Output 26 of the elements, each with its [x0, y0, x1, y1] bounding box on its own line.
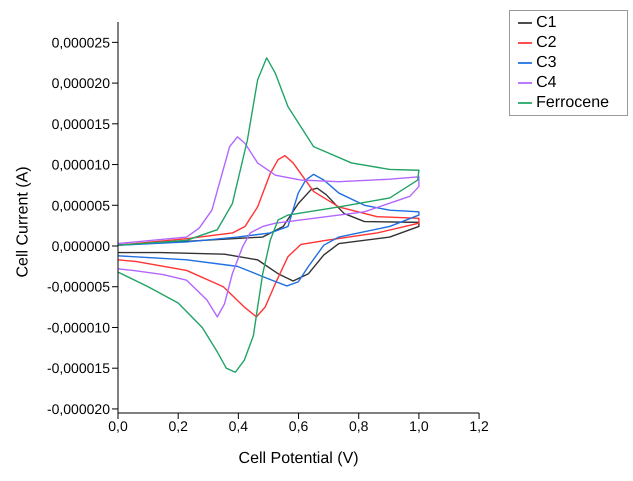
legend-label: C3 — [536, 54, 557, 71]
legend-label: C2 — [536, 34, 557, 51]
x-tick-label: 0,6 — [288, 418, 308, 434]
y-tick-label: 0,000025 — [52, 34, 110, 50]
y-tick-label: -0,000010 — [46, 319, 110, 336]
x-tick-label: 0,8 — [348, 418, 369, 434]
legend-label: C1 — [536, 14, 557, 31]
x-tick-label: 1,0 — [409, 418, 429, 434]
x-tick-label: 0,0 — [108, 418, 128, 434]
y-tick-label: -0,000015 — [46, 360, 110, 376]
y-tick-label: 0,000000 — [52, 238, 110, 254]
line-series — [118, 174, 420, 287]
y-axis-title: Cell Current (A) — [14, 166, 32, 278]
y-tick-label: -0,000005 — [46, 278, 110, 295]
x-axis-title: Cell Potential (V) — [238, 450, 359, 467]
legend-label: Ferrocene — [536, 94, 609, 111]
x-tick-label: 0,4 — [228, 418, 248, 434]
y-tick-label: 0,000015 — [52, 116, 110, 132]
y-tick-label: -0,000020 — [46, 400, 110, 417]
line-series — [118, 57, 420, 373]
y-tick-label: 0,000020 — [52, 75, 110, 92]
y-tick-label: 0,000010 — [52, 156, 110, 173]
y-tick-label: 0,000005 — [52, 197, 110, 214]
x-tick-label: 0,2 — [168, 418, 188, 434]
x-tick-label: 1,2 — [469, 418, 490, 434]
legend-label: C4 — [536, 74, 557, 91]
